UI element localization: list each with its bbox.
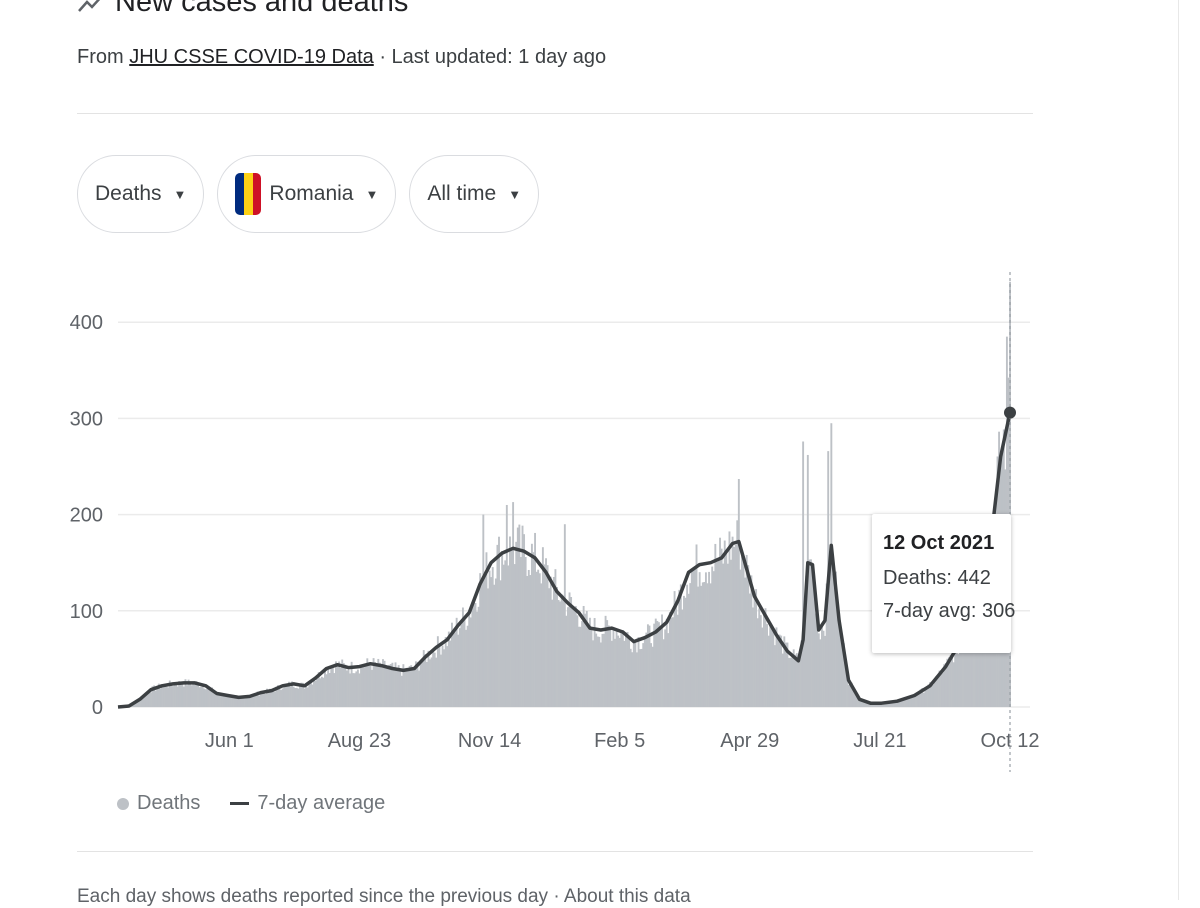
filter-chips: Deaths ▼ Romania ▼ All time ▼	[77, 155, 539, 233]
dropdown-arrow-icon: ▼	[174, 187, 187, 202]
romania-flag-icon	[235, 173, 261, 215]
tooltip-deaths: Deaths: 442	[883, 567, 1011, 590]
average-legend-swatch	[230, 802, 249, 805]
y-tick-label: 0	[92, 697, 103, 719]
y-tick-label: 200	[70, 505, 103, 527]
y-tick-label: 100	[70, 601, 103, 623]
page-right-border	[1178, 0, 1179, 900]
bottom-divider	[77, 851, 1033, 852]
y-tick-label: 400	[70, 312, 103, 334]
deaths-legend-swatch	[117, 798, 129, 810]
tooltip-average: 7-day avg: 306	[883, 600, 1011, 623]
x-tick-label: Jul 21	[853, 730, 906, 752]
x-tick-label: Nov 14	[458, 730, 521, 752]
dropdown-arrow-icon: ▼	[365, 187, 378, 202]
country-dropdown[interactable]: Romania ▼	[217, 155, 396, 233]
x-tick-label: Feb 5	[594, 730, 645, 752]
top-divider	[77, 113, 1033, 114]
chart-header: New cases and deaths	[77, 0, 408, 19]
footnote: Each day shows deaths reported since the…	[77, 886, 691, 908]
y-axis-ticks: 0 100 200 300 400	[70, 312, 103, 719]
last-updated: · Last updated: 1 day ago	[379, 46, 606, 68]
title-row: New cases and deaths	[77, 0, 408, 19]
time-range-label: All time	[427, 182, 496, 206]
tooltip-date: 12 Oct 2021	[883, 532, 1011, 555]
trending-icon	[77, 0, 105, 15]
average-legend-label: 7-day average	[257, 792, 385, 815]
time-range-dropdown[interactable]: All time ▼	[409, 155, 539, 233]
dropdown-arrow-icon: ▼	[508, 187, 521, 202]
page-title: New cases and deaths	[115, 0, 408, 19]
y-tick-label: 300	[70, 408, 103, 430]
country-label: Romania	[269, 182, 353, 206]
chart-legend: Deaths 7-day average	[117, 792, 385, 815]
data-source-line: From JHU CSSE COVID-19 Data · Last updat…	[77, 46, 606, 69]
chart-tooltip: 12 Oct 2021 Deaths: 442 7-day avg: 306	[872, 514, 1011, 653]
x-tick-label: Jun 1	[205, 730, 254, 752]
metric-dropdown[interactable]: Deaths ▼	[77, 155, 204, 233]
x-tick-label: Aug 23	[328, 730, 391, 752]
hover-point	[1004, 407, 1016, 419]
source-prefix: From	[77, 46, 124, 68]
x-tick-label: Apr 29	[720, 730, 779, 752]
deaths-legend-label: Deaths	[137, 792, 200, 815]
source-link[interactable]: JHU CSSE COVID-19 Data	[129, 46, 374, 68]
metric-label: Deaths	[95, 182, 162, 206]
